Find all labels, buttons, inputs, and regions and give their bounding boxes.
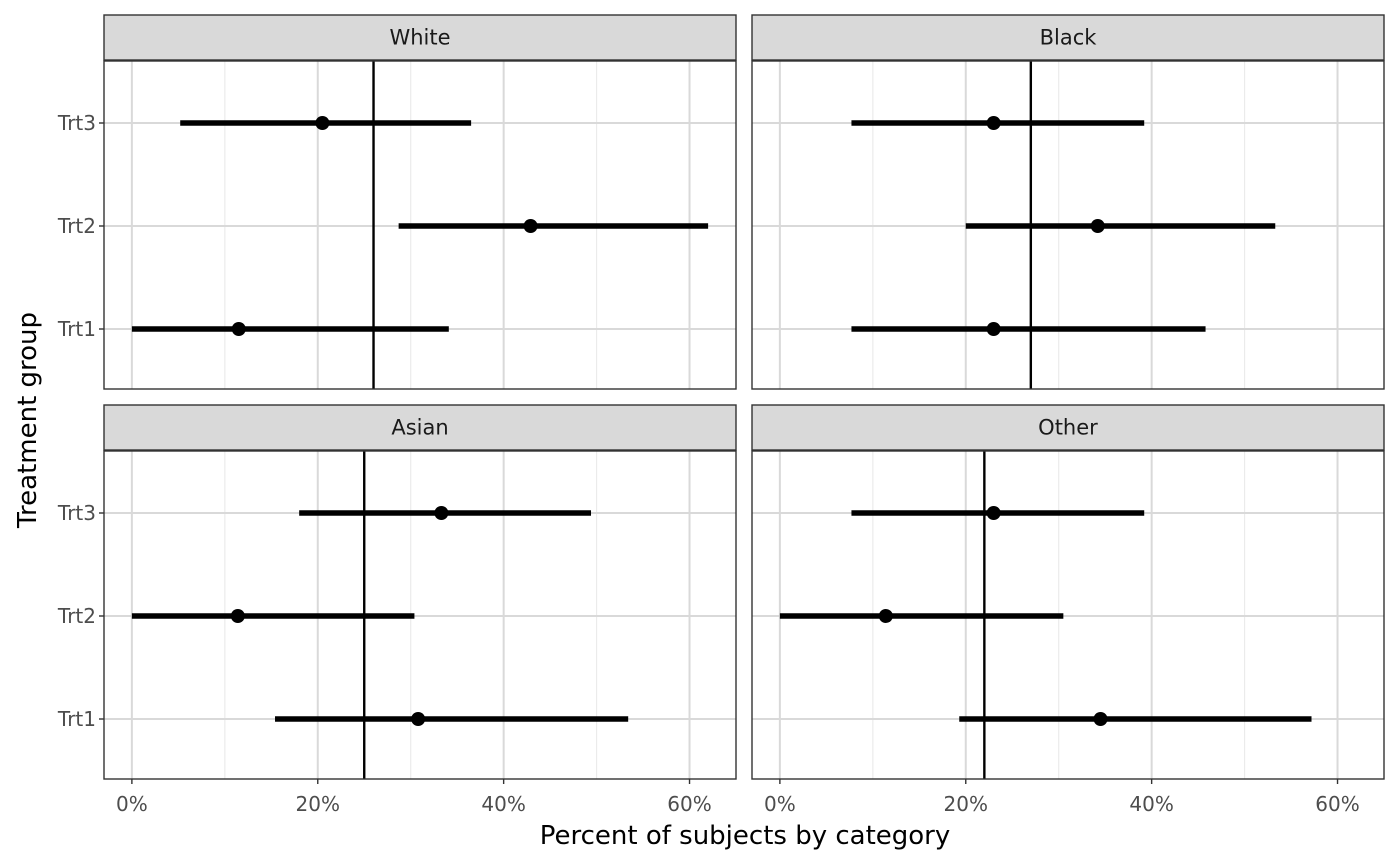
x-tick-label: 40%: [481, 792, 525, 816]
x-tick-label: 20%: [944, 792, 988, 816]
strip-label-white: White: [389, 26, 450, 50]
point-trt1: [1093, 712, 1108, 726]
x-tick-label: 0%: [116, 792, 148, 816]
strip-label-asian: Asian: [391, 416, 448, 440]
point-trt3: [315, 116, 330, 130]
x-tick-label: 60%: [1315, 792, 1359, 816]
y-axis-title: Treatment group: [13, 312, 43, 529]
strip-white: [103, 14, 737, 61]
y-axis-labels: Trt3 Trt2 Trt1 Trt3 Trt2 Trt1: [57, 111, 104, 731]
x-tick-label: 40%: [1129, 792, 1173, 816]
panel-other: Other: [751, 404, 1385, 780]
y-tick-label-trt3: Trt3: [57, 111, 96, 135]
panel-border: [103, 60, 737, 390]
strip-black: [751, 14, 1385, 61]
strip-label-other: Other: [1038, 416, 1098, 440]
point-trt2: [523, 219, 538, 233]
point-trt2: [1090, 219, 1105, 233]
panels-layer: White Black Asian Other: [103, 14, 1385, 780]
point-trt3: [986, 506, 1001, 520]
y-tick-label-trt3: Trt3: [57, 501, 96, 525]
x-tick-label: 60%: [667, 792, 711, 816]
panel-asian: Asian: [103, 404, 737, 780]
point-trt3: [434, 506, 449, 520]
point-trt1: [986, 322, 1001, 336]
x-tick-label: 20%: [296, 792, 340, 816]
panel-border: [103, 450, 737, 780]
strip-other: [751, 404, 1385, 451]
point-trt2: [230, 609, 245, 623]
panel-white: White: [103, 14, 737, 390]
point-trt2: [878, 609, 893, 623]
point-trt1: [411, 712, 426, 726]
y-tick-label-trt1: Trt1: [57, 317, 96, 341]
strip-label-black: Black: [1040, 26, 1098, 50]
y-tick-label-trt1: Trt1: [57, 707, 96, 731]
x-tick-label: 0%: [764, 792, 796, 816]
x-axis-labels: 0% 20% 40% 60% 0% 20% 40% 60%: [116, 779, 1360, 816]
point-trt3: [986, 116, 1001, 130]
panel-black: Black: [751, 14, 1385, 390]
panel-border: [751, 60, 1385, 390]
strip-asian: [103, 404, 737, 451]
panel-border: [751, 450, 1385, 780]
point-trt1: [231, 322, 246, 336]
y-tick-label-trt2: Trt2: [57, 214, 96, 238]
x-axis-title: Percent of subjects by category: [540, 821, 951, 851]
y-tick-label-trt2: Trt2: [57, 604, 96, 628]
